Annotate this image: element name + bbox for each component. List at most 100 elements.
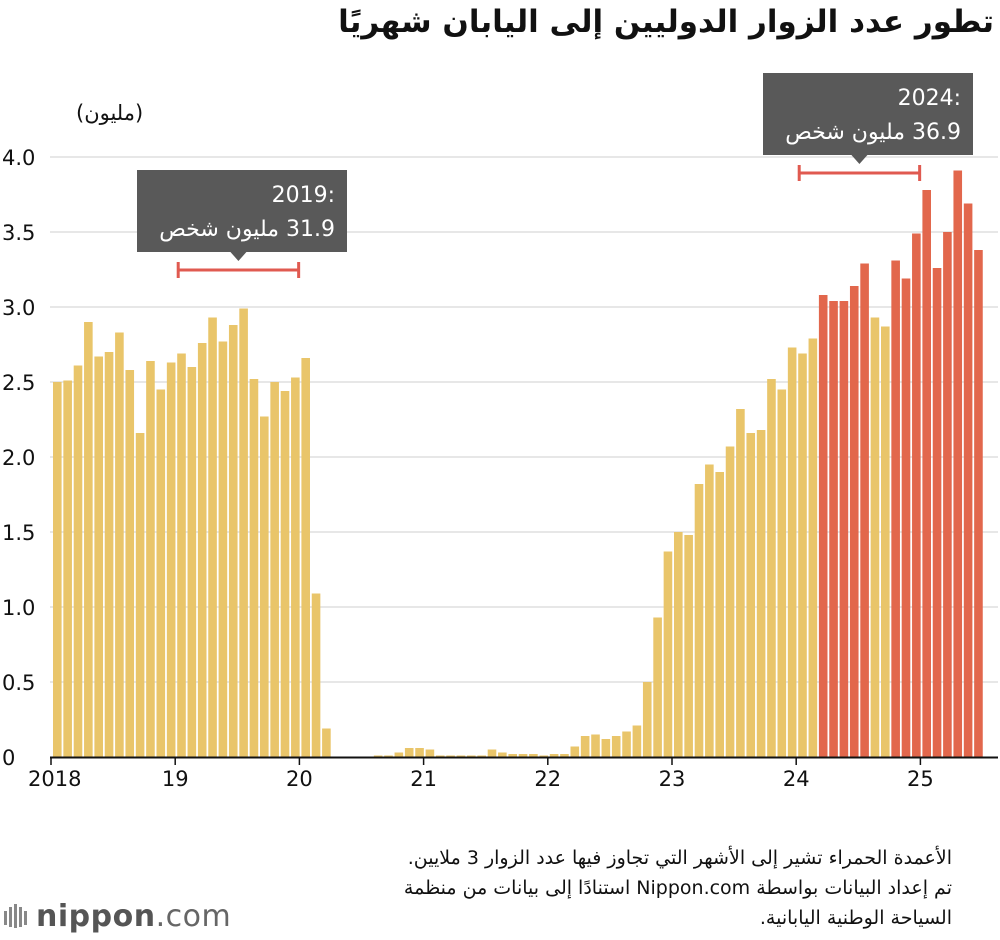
bar bbox=[694, 484, 704, 757]
callout-pointer bbox=[851, 155, 868, 164]
bar bbox=[394, 752, 404, 757]
y-tick-label: 3.5 bbox=[2, 221, 35, 245]
callout-value: 36.9 مليون شخص bbox=[785, 120, 961, 145]
bar bbox=[260, 416, 269, 757]
footnote-line-1: الأعمدة الحمراء تشير إلى الأشهر التي تجا… bbox=[407, 847, 952, 869]
bar bbox=[384, 755, 393, 757]
x-tick-label: 20 bbox=[286, 767, 313, 791]
bar bbox=[104, 352, 114, 757]
bar bbox=[166, 362, 176, 757]
bar bbox=[477, 755, 486, 757]
bar bbox=[456, 755, 466, 757]
chart-plot: 0 0.5 1.0 1.5 2.0 2.5 3.0 3.5 4.0 (مليون) 2018 19 20… bbox=[2, 73, 998, 791]
bar bbox=[943, 232, 952, 757]
bar bbox=[539, 755, 549, 757]
bar bbox=[94, 356, 103, 757]
bar bbox=[798, 353, 807, 757]
footnote-line-3: السياحة الوطنية اليابانية. bbox=[759, 907, 952, 929]
bar bbox=[839, 301, 849, 757]
bar bbox=[611, 736, 621, 757]
y-tick-label: 0.5 bbox=[2, 671, 35, 695]
bar bbox=[415, 748, 424, 757]
callout-pointer bbox=[230, 252, 247, 261]
bar bbox=[901, 278, 911, 757]
y-tick-label: 1.5 bbox=[2, 521, 35, 545]
bar bbox=[425, 749, 435, 757]
bar bbox=[787, 347, 797, 757]
bar bbox=[311, 593, 321, 757]
footnote: الأعمدة الحمراء تشير إلى الأشهر التي تجا… bbox=[292, 843, 952, 933]
bar bbox=[239, 308, 248, 757]
bar bbox=[642, 682, 652, 757]
bar bbox=[146, 361, 155, 757]
footnote-line-2: تم إعداد البيانات بواسطة Nippon.com استن… bbox=[403, 877, 952, 899]
bar bbox=[529, 754, 538, 757]
callout-1: 2019: 31.9 مليون شخص bbox=[137, 170, 347, 261]
bar bbox=[280, 391, 290, 757]
bar bbox=[404, 748, 414, 757]
bar bbox=[125, 370, 135, 757]
bar bbox=[849, 286, 859, 757]
bar bbox=[291, 377, 300, 757]
annotation-layer: 2019: 31.9 مليون شخص 2024: 36.9 مليون شخص bbox=[137, 73, 973, 278]
range-bracket bbox=[797, 165, 922, 181]
bar bbox=[63, 380, 72, 757]
bar bbox=[808, 338, 818, 757]
bar bbox=[228, 325, 238, 757]
bar bbox=[653, 617, 662, 757]
bar bbox=[912, 233, 921, 757]
bar bbox=[580, 736, 590, 757]
bar bbox=[705, 464, 714, 757]
bar bbox=[725, 446, 735, 757]
y-tick-label: 3.0 bbox=[2, 296, 35, 320]
bar bbox=[518, 754, 528, 757]
y-tick-label: 2.0 bbox=[2, 446, 35, 470]
bar bbox=[777, 389, 787, 757]
bar bbox=[487, 749, 497, 757]
bar bbox=[197, 343, 207, 757]
bar bbox=[177, 353, 186, 757]
bar bbox=[508, 754, 517, 757]
bar bbox=[632, 725, 642, 757]
logo-brand: nippon bbox=[36, 898, 156, 934]
bar bbox=[818, 295, 828, 757]
y-tick-label: 4.0 bbox=[2, 146, 35, 170]
bar bbox=[829, 301, 838, 757]
bar bbox=[756, 430, 766, 757]
x-tick-label: 25 bbox=[907, 767, 934, 791]
bars-layer bbox=[53, 170, 983, 757]
bar bbox=[570, 746, 580, 757]
bar bbox=[135, 433, 145, 757]
callout-box bbox=[763, 73, 973, 155]
callout-2: 2024: 36.9 مليون شخص bbox=[763, 73, 973, 164]
bar bbox=[270, 382, 279, 757]
bar bbox=[84, 322, 93, 757]
bar bbox=[891, 260, 900, 757]
bar bbox=[53, 382, 62, 757]
bar bbox=[881, 326, 890, 757]
nippon-logo: nippon.com bbox=[4, 898, 231, 934]
bar bbox=[922, 190, 931, 757]
callout-year: 2019: bbox=[272, 183, 335, 208]
bar bbox=[208, 317, 217, 757]
bar bbox=[156, 389, 166, 757]
bar bbox=[663, 551, 673, 757]
bar bbox=[601, 739, 611, 757]
bar bbox=[446, 755, 455, 757]
bar bbox=[435, 755, 445, 757]
x-tick-label: 23 bbox=[659, 767, 686, 791]
bar bbox=[560, 754, 569, 757]
y-tick-label: 0 bbox=[2, 746, 15, 770]
bar bbox=[736, 409, 745, 757]
bar bbox=[373, 755, 383, 757]
bar bbox=[115, 332, 124, 757]
bar bbox=[301, 358, 310, 757]
callout-box bbox=[137, 170, 347, 252]
callout-year: 2024: bbox=[898, 86, 961, 111]
grid-layer bbox=[50, 156, 998, 683]
bar bbox=[674, 532, 683, 757]
bar bbox=[73, 365, 83, 757]
x-tick-label: 22 bbox=[534, 767, 561, 791]
bar bbox=[767, 379, 776, 757]
bar bbox=[860, 263, 869, 757]
